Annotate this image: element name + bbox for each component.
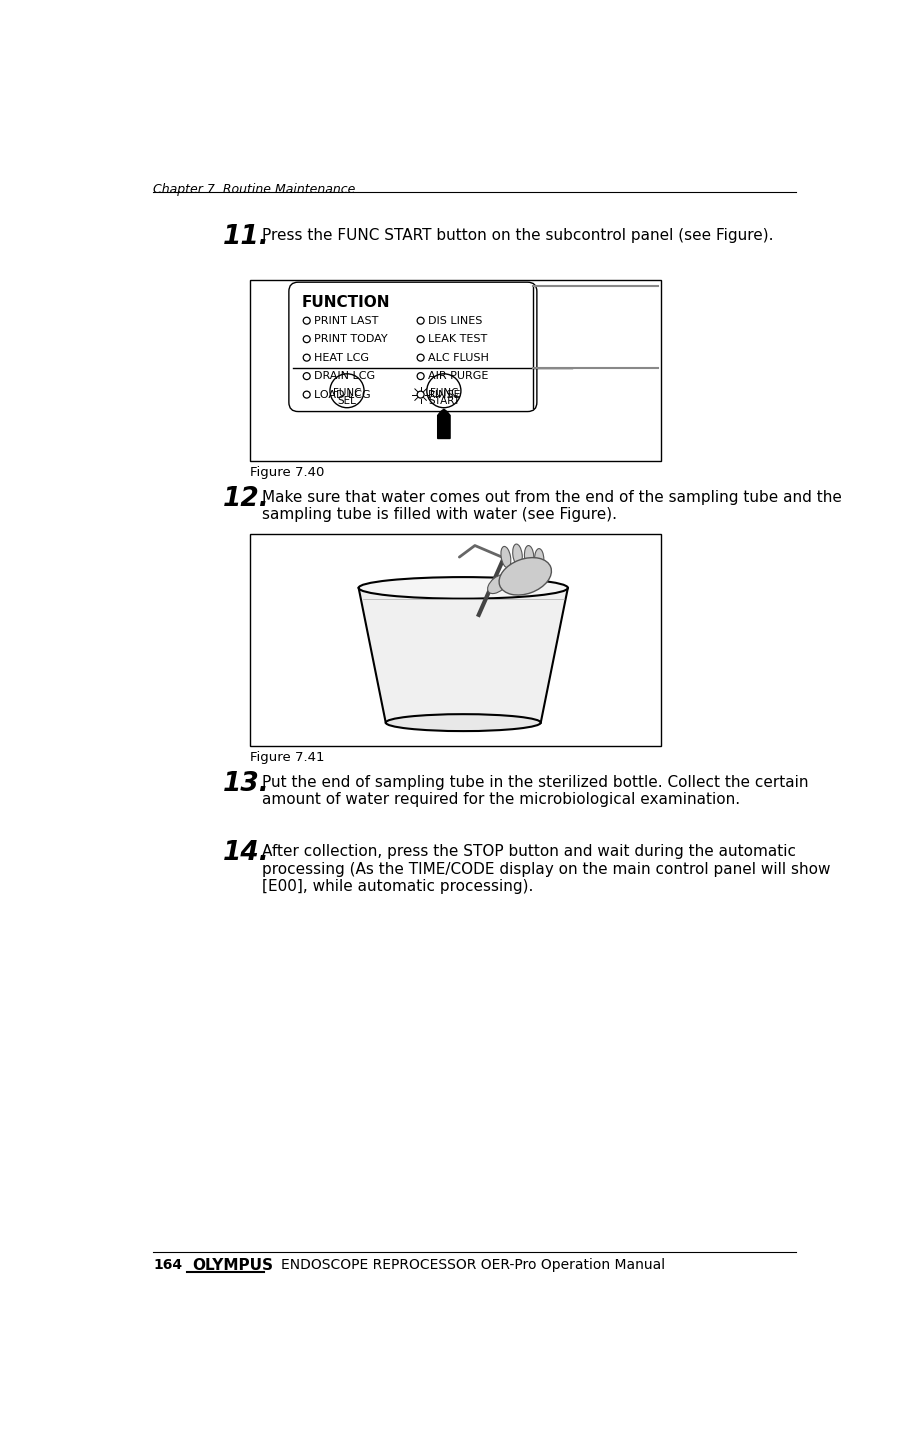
Ellipse shape — [501, 546, 511, 568]
Text: 12.: 12. — [223, 486, 269, 512]
Text: 14.: 14. — [223, 840, 269, 866]
Text: Figure 7.41: Figure 7.41 — [250, 751, 324, 764]
Circle shape — [417, 373, 424, 380]
Text: SEL: SEL — [338, 396, 356, 406]
Text: RINSE: RINSE — [428, 390, 461, 400]
Circle shape — [330, 374, 364, 407]
Ellipse shape — [513, 543, 522, 565]
Text: DRAIN LCG: DRAIN LCG — [313, 371, 375, 381]
Circle shape — [303, 373, 311, 380]
Text: Put the end of sampling tube in the sterilized bottle. Collect the certain
amoun: Put the end of sampling tube in the ster… — [262, 774, 808, 807]
Circle shape — [417, 336, 424, 343]
Text: AIR PURGE: AIR PURGE — [428, 371, 488, 381]
Circle shape — [303, 391, 311, 399]
Circle shape — [303, 354, 311, 361]
Text: LEAK TEST: LEAK TEST — [428, 334, 486, 344]
Text: Chapter 7  Routine Maintenance: Chapter 7 Routine Maintenance — [153, 184, 355, 196]
Ellipse shape — [535, 549, 544, 571]
Text: 13.: 13. — [223, 771, 269, 797]
Text: Press the FUNC START button on the subcontrol panel (see Figure).: Press the FUNC START button on the subco… — [262, 228, 773, 244]
Text: 164: 164 — [153, 1259, 182, 1272]
Bar — [250, 533, 660, 746]
FancyBboxPatch shape — [289, 282, 537, 412]
Text: FUNC: FUNC — [430, 387, 458, 397]
Ellipse shape — [386, 714, 540, 731]
Text: DIS LINES: DIS LINES — [428, 315, 482, 326]
Polygon shape — [359, 588, 568, 723]
Circle shape — [417, 391, 424, 399]
Polygon shape — [438, 409, 450, 439]
Circle shape — [417, 317, 424, 324]
Text: HEAT LCG: HEAT LCG — [313, 353, 368, 363]
Ellipse shape — [525, 545, 534, 566]
Text: START: START — [428, 396, 460, 406]
Circle shape — [417, 354, 424, 361]
Text: FUNCTION: FUNCTION — [302, 295, 390, 310]
Ellipse shape — [499, 558, 551, 595]
Text: LOAD LCG: LOAD LCG — [313, 390, 370, 400]
Text: Figure 7.40: Figure 7.40 — [250, 466, 324, 479]
Text: PRINT LAST: PRINT LAST — [313, 315, 378, 326]
Circle shape — [303, 336, 311, 343]
Text: Make sure that water comes out from the end of the sampling tube and the
samplin: Make sure that water comes out from the … — [262, 490, 842, 522]
Text: After collection, press the STOP button and wait during the automatic
processing: After collection, press the STOP button … — [262, 845, 830, 893]
Ellipse shape — [359, 576, 568, 598]
Text: PRINT TODAY: PRINT TODAY — [313, 334, 387, 344]
Circle shape — [303, 317, 311, 324]
Bar — [250, 280, 660, 460]
Circle shape — [427, 374, 461, 407]
Text: ENDOSCOPE REPROCESSOR OER-Pro Operation Manual: ENDOSCOPE REPROCESSOR OER-Pro Operation … — [281, 1259, 665, 1272]
Text: 11.: 11. — [223, 225, 269, 251]
Text: FUNC: FUNC — [333, 387, 361, 397]
Text: ALC FLUSH: ALC FLUSH — [428, 353, 488, 363]
Text: OLYMPUS: OLYMPUS — [192, 1258, 273, 1273]
Ellipse shape — [487, 575, 508, 594]
